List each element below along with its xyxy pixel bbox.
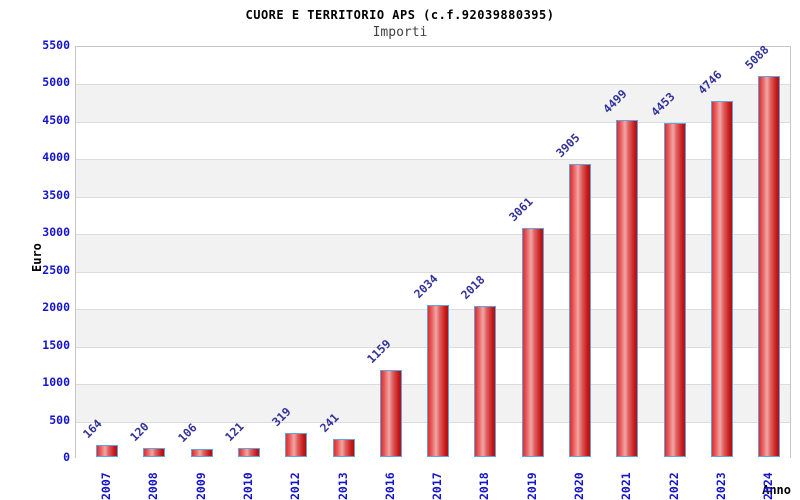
bar — [285, 433, 308, 457]
grid-band — [76, 84, 790, 122]
x-tick-label: 2019 — [524, 472, 539, 500]
bar — [379, 370, 402, 457]
y-tick-label: 0 — [63, 450, 70, 464]
grid-line — [76, 159, 790, 161]
y-tick-label: 4000 — [42, 150, 70, 165]
bar — [616, 120, 639, 457]
grid-line — [76, 271, 790, 273]
y-tick-label: 5000 — [42, 75, 70, 90]
bar — [663, 123, 686, 457]
bar — [710, 101, 733, 457]
bar — [569, 164, 591, 457]
x-tick-label: 2008 — [146, 472, 161, 500]
grid-line — [76, 84, 790, 86]
y-tick-label: 3500 — [42, 187, 70, 202]
bar — [521, 228, 544, 457]
x-tick-label: 2020 — [572, 472, 586, 500]
grid-band — [76, 47, 790, 85]
y-tick-label: 2500 — [42, 262, 70, 277]
x-axis-title: Anno — [762, 483, 791, 497]
x-tick-label: 2012 — [288, 472, 303, 500]
y-tick-label: 4500 — [42, 112, 70, 127]
bar — [758, 76, 781, 457]
chart-title: CUORE E TERRITORIO APS (c.f.92039880395) — [245, 8, 555, 22]
x-tick-label: 2017 — [430, 472, 445, 500]
bar — [96, 445, 118, 457]
bar — [474, 306, 497, 457]
y-tick-label: 2000 — [42, 300, 70, 315]
bar — [332, 439, 355, 457]
grid-line — [76, 196, 790, 198]
chart-subtitle: Importi — [372, 25, 428, 40]
x-tick-label: 2024 — [761, 472, 776, 500]
grid-line — [76, 234, 790, 236]
plot-area: 164 120 106 121 319 241 1159 2034 2018 3061 3905 44… — [75, 43, 791, 459]
x-tick-label: 2022 — [666, 472, 681, 500]
bar — [427, 305, 450, 457]
y-tick-label: 1000 — [42, 375, 70, 390]
x-tick-label: 2009 — [193, 472, 208, 500]
y-tick-label: 5500 — [42, 38, 70, 52]
y-tick-label: 3000 — [42, 225, 70, 240]
x-tick-label: 2016 — [382, 472, 397, 500]
x-tick-label: 2023 — [713, 472, 728, 500]
bar — [237, 448, 260, 457]
x-tick-label: 2021 — [619, 472, 634, 500]
y-tick-label: 1500 — [42, 337, 70, 352]
bar — [143, 448, 166, 457]
x-tick-label: 2010 — [240, 472, 255, 500]
y-tick-label: 500 — [49, 412, 70, 427]
x-tick-label: 2013 — [335, 472, 350, 500]
bar — [190, 449, 213, 457]
grid-line — [76, 121, 790, 123]
x-tick-label: 2007 — [99, 472, 113, 500]
x-tick-label: 2018 — [477, 472, 492, 500]
